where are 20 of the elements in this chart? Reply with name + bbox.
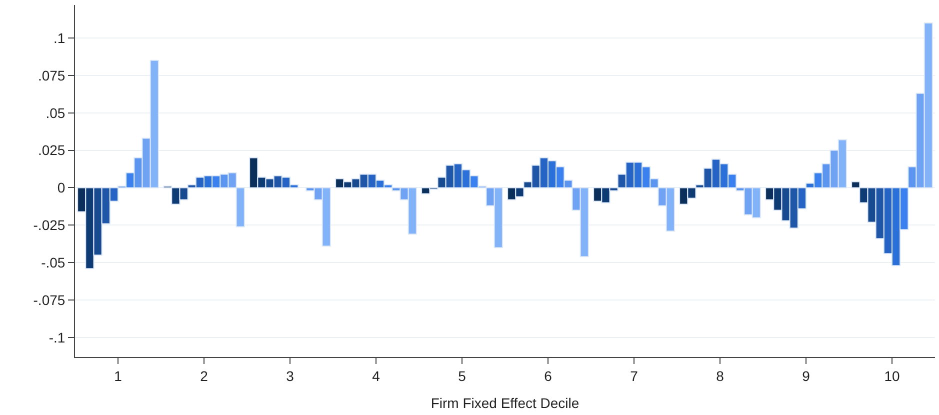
x-tick-label: 9 — [802, 368, 810, 384]
x-tick-label: 1 — [114, 368, 122, 384]
y-tick-label: -.05 — [41, 254, 66, 271]
y-tick-label: -.075 — [33, 292, 66, 308]
x-tick-label: 8 — [716, 368, 724, 384]
x-tick-label: 6 — [544, 368, 552, 384]
x-tick-label: 5 — [458, 368, 466, 384]
y-tick-label: .025 — [38, 142, 66, 158]
x-tick-label: 2 — [200, 368, 208, 384]
y-tick-label: 0 — [57, 180, 66, 196]
y-tick-label: .1 — [54, 30, 66, 46]
x-tick-label: 10 — [884, 368, 900, 384]
y-tick-label: .075 — [38, 67, 66, 84]
y-tick-label: -.025 — [33, 217, 66, 234]
x-tick-label: 4 — [372, 368, 380, 384]
x-tick-label: 7 — [630, 368, 638, 384]
x-axis-title: Firm Fixed Effect Decile — [430, 395, 580, 412]
y-tick-label: .05 — [46, 104, 66, 121]
y-tick-label: -.1 — [48, 329, 66, 346]
x-tick-label: 3 — [286, 368, 294, 384]
